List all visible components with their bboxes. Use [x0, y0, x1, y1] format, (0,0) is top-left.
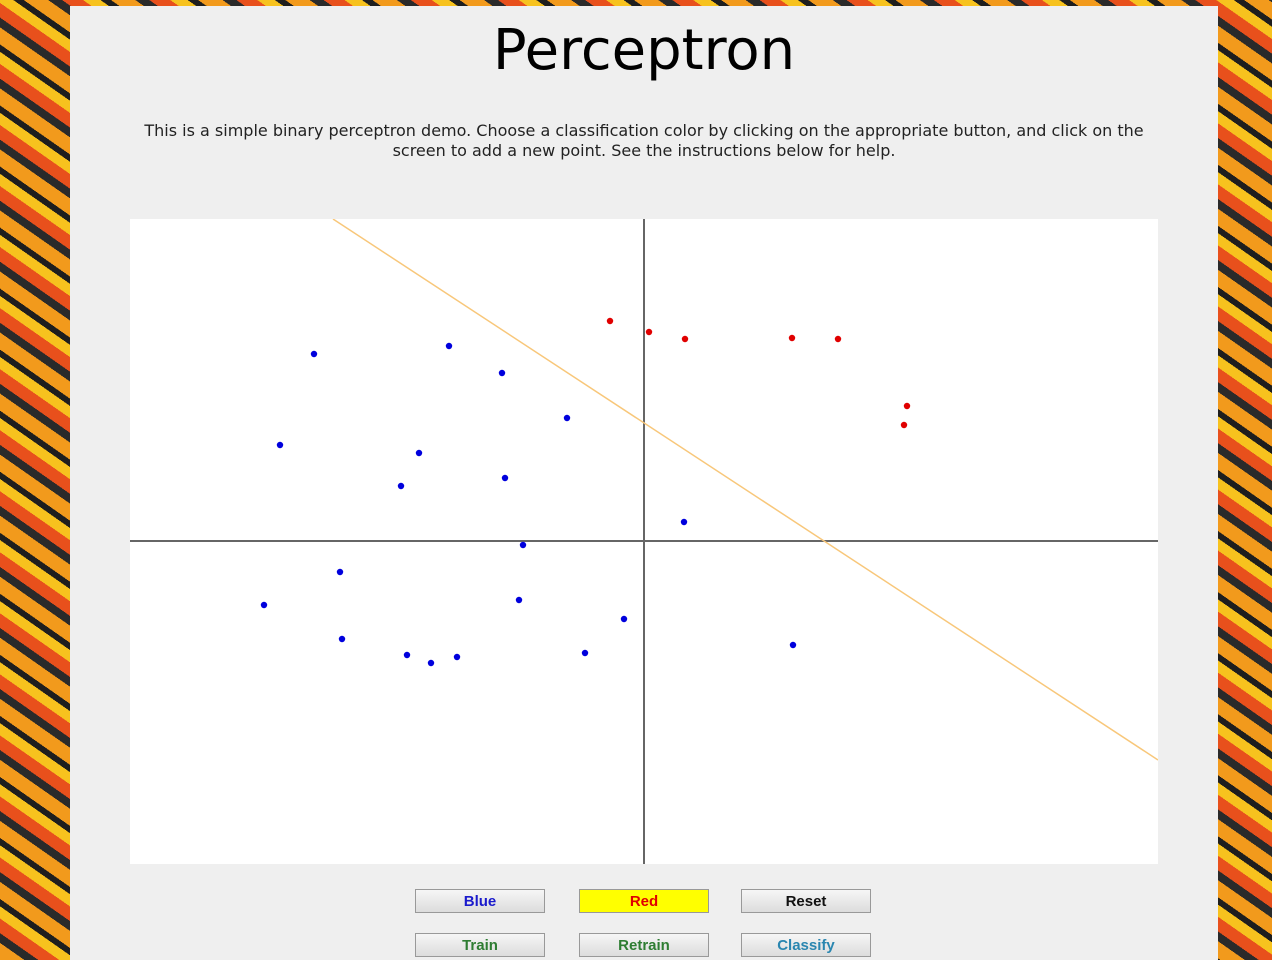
- content-panel: Perceptron This is a simple binary perce…: [70, 6, 1218, 960]
- button[interactable]: Retrain: [579, 933, 709, 957]
- page-title: Perceptron: [70, 18, 1218, 83]
- data-point: [520, 542, 526, 548]
- data-point: [398, 483, 404, 489]
- data-point: [499, 370, 505, 376]
- data-point: [516, 597, 522, 603]
- data-point: [790, 642, 796, 648]
- data-point: [339, 636, 345, 642]
- data-point: [646, 329, 652, 335]
- perceptron-canvas[interactable]: [130, 219, 1158, 864]
- button[interactable]: Blue: [415, 889, 545, 913]
- data-point: [901, 422, 907, 428]
- button[interactable]: Reset: [741, 889, 871, 913]
- data-point: [582, 650, 588, 656]
- button[interactable]: Train: [415, 933, 545, 957]
- data-point: [502, 475, 508, 481]
- data-point: [428, 660, 434, 666]
- data-point: [261, 602, 267, 608]
- decision-boundary: [333, 219, 1158, 760]
- data-point: [904, 403, 910, 409]
- data-point: [277, 442, 283, 448]
- data-point: [311, 351, 317, 357]
- data-point: [789, 335, 795, 341]
- data-point: [621, 616, 627, 622]
- data-point: [446, 343, 452, 349]
- page: Perceptron This is a simple binary perce…: [0, 0, 1272, 960]
- data-point: [454, 654, 460, 660]
- data-point: [564, 415, 570, 421]
- description: This is a simple binary perceptron demo.…: [130, 121, 1158, 161]
- data-point: [835, 336, 841, 342]
- data-point: [681, 519, 687, 525]
- data-point: [337, 569, 343, 575]
- data-point: [416, 450, 422, 456]
- data-point: [607, 318, 613, 324]
- data-point: [404, 652, 410, 658]
- button[interactable]: Classify: [741, 933, 871, 957]
- data-point: [682, 336, 688, 342]
- button[interactable]: Red: [579, 889, 709, 913]
